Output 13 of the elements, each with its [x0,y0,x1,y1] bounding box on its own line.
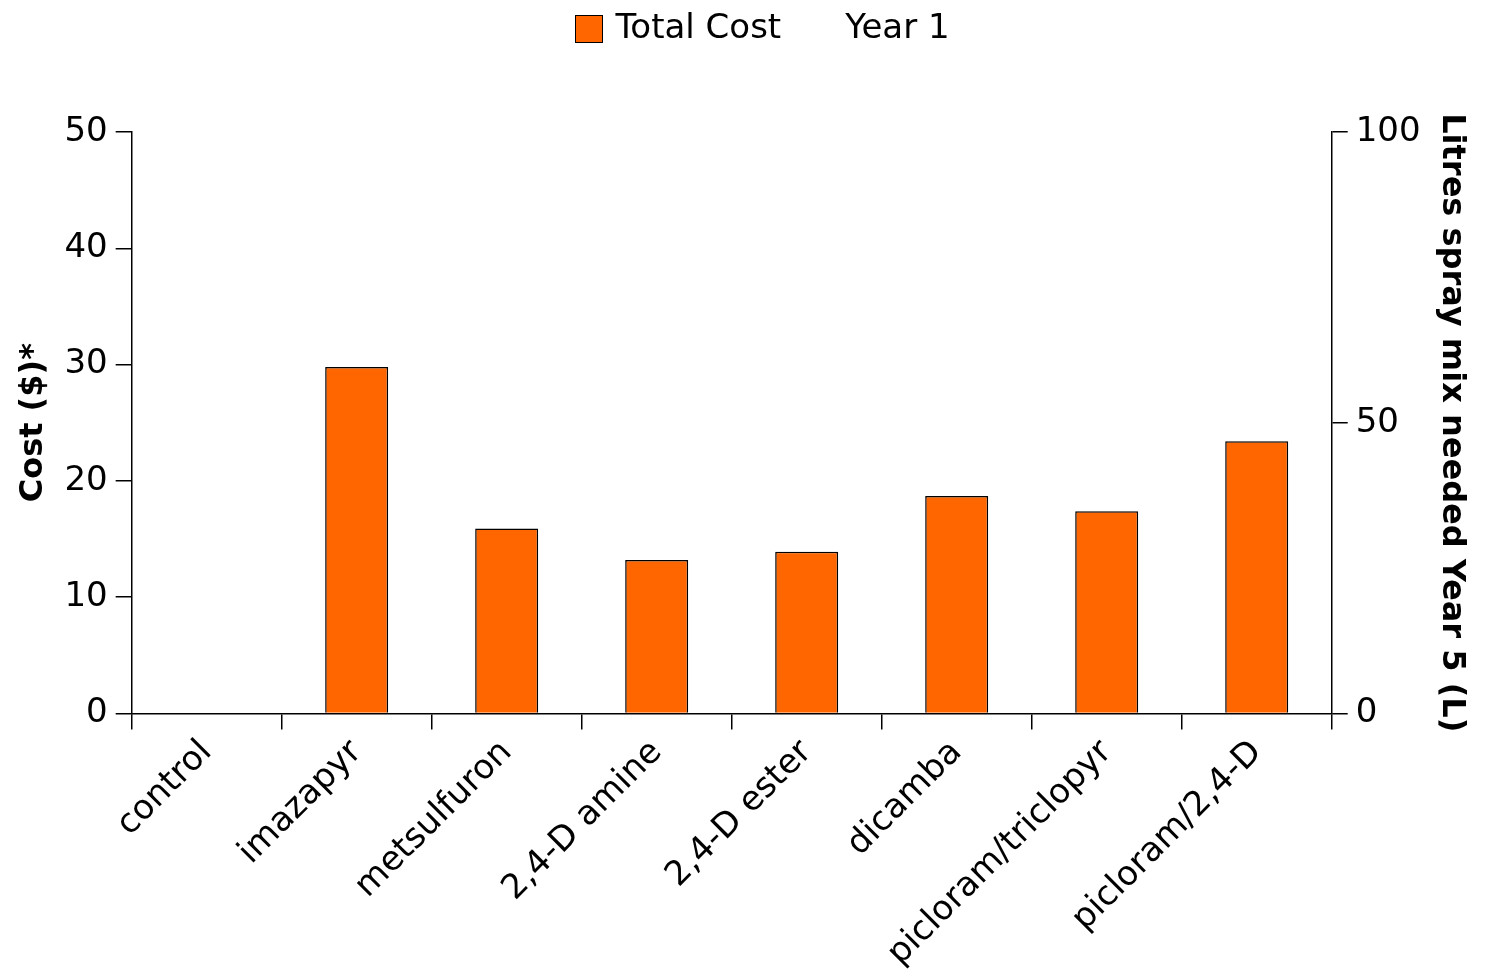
y-tick-label: 0 [86,690,108,731]
legend-label: Total Cost [614,6,782,46]
y-axis-title: Cost ($)* [11,342,50,503]
y-tick-label: 40 [64,225,108,266]
y2-axis-title: Litres spray mix needed Year 5 (L) [1435,113,1474,733]
y-tick-label: 10 [64,574,108,615]
y-tick-label: 50 [64,108,108,149]
y2-tick-label: 0 [1355,690,1378,731]
y-tick-label: 20 [64,457,108,498]
y2-tick-label: 50 [1355,399,1399,440]
text: Year 1 [845,6,950,46]
y2-tick-label: 100 [1355,108,1421,149]
y-tick-label: 30 [64,341,108,382]
